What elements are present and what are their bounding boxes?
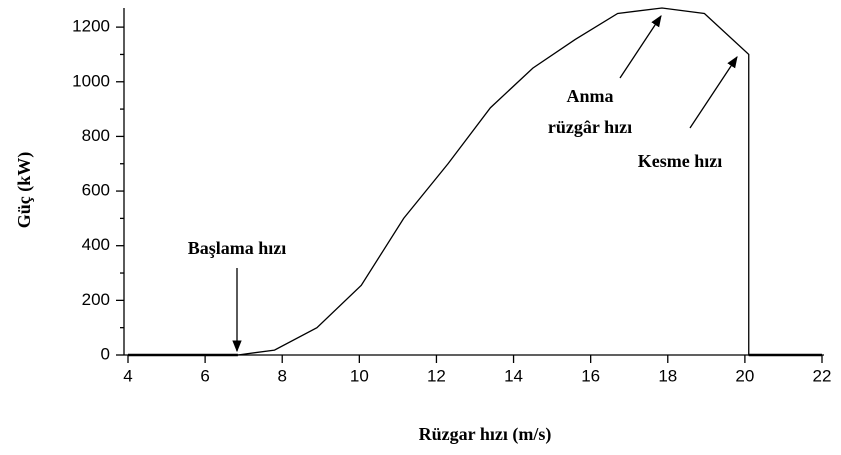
annotation: Başlama hızı [188, 238, 287, 258]
x-tick-label: 8 [277, 366, 286, 385]
y-tick-label: 1000 [72, 71, 110, 90]
arrow [689, 56, 738, 129]
x-tick-label: 18 [658, 366, 677, 385]
x-tick-label: 6 [200, 366, 209, 385]
arrow [619, 15, 662, 79]
x-tick-label: 14 [504, 366, 523, 385]
y-axis-label: Güç (kW) [14, 152, 35, 229]
x-tick-label: 22 [813, 366, 832, 385]
x-tick-label: 12 [427, 366, 446, 385]
annotation: rüzgâr hızı [548, 117, 632, 137]
annotation: Kesme hızı [638, 151, 722, 171]
x-axis-label: Rüzgar hızı (m/s) [419, 424, 552, 445]
y-tick-label: 0 [101, 344, 110, 363]
x-tick-label: 10 [350, 366, 369, 385]
y-tick-label: 1200 [72, 17, 110, 36]
y-tick-label: 800 [82, 126, 110, 145]
data-line [128, 7, 822, 356]
x-tick-label: 16 [581, 366, 600, 385]
y-tick-label: 400 [82, 235, 110, 254]
x-tick-label: 20 [735, 366, 754, 385]
annotation: Anma [566, 86, 613, 106]
y-tick-label: 600 [82, 181, 110, 200]
y-tick-label: 200 [82, 290, 110, 309]
x-tick-label: 4 [123, 366, 132, 385]
